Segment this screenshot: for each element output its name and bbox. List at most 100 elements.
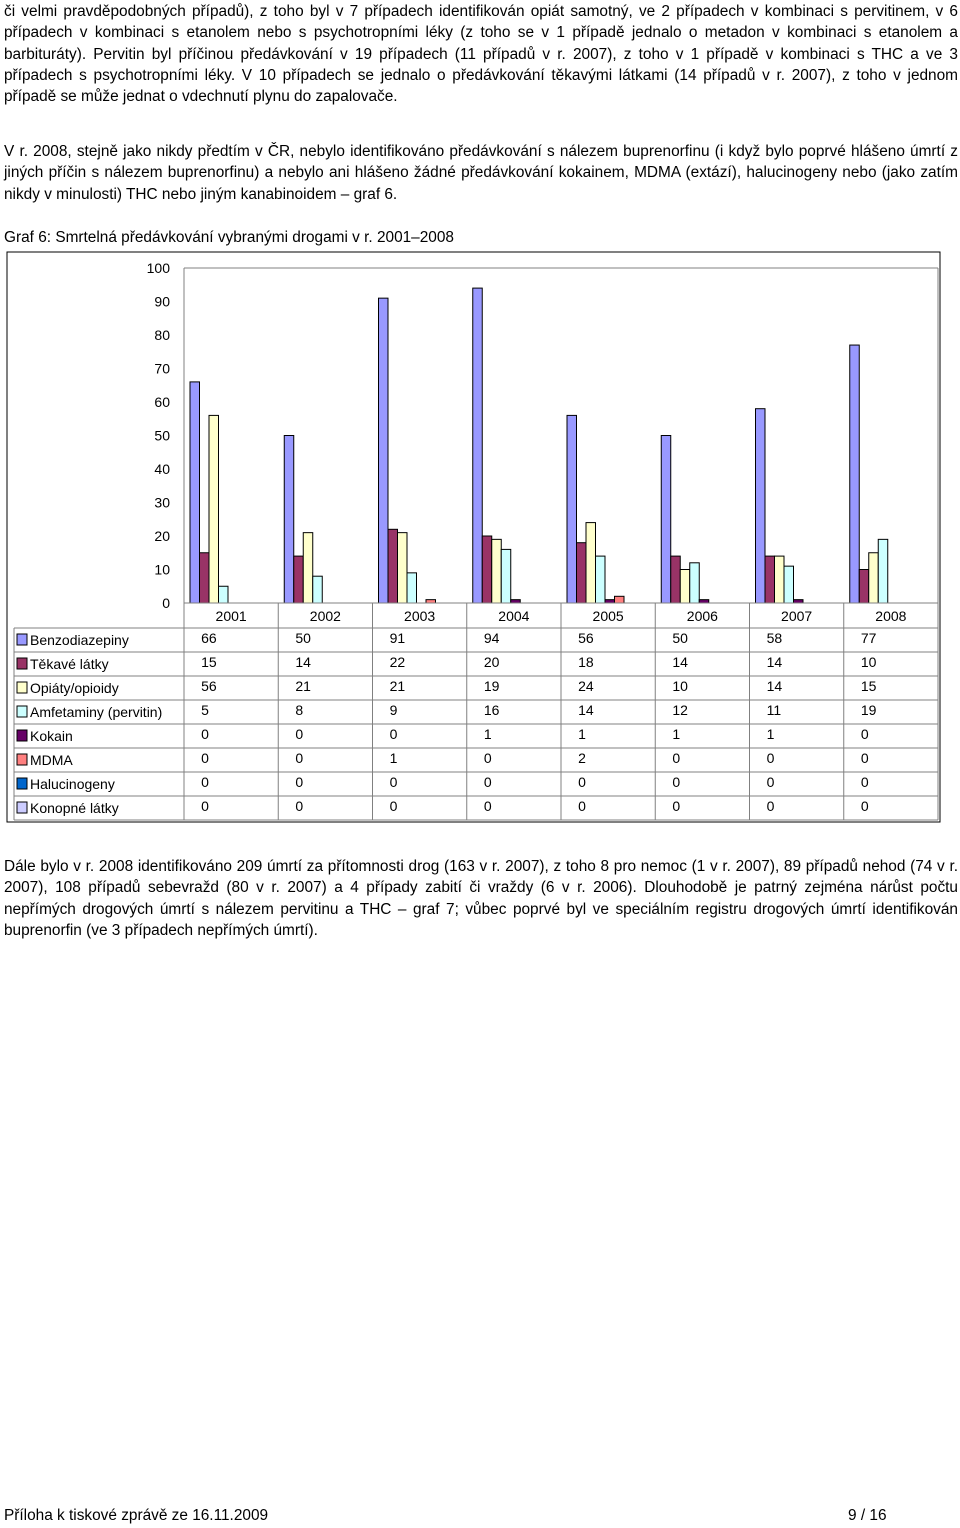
table-cell-value: 0 xyxy=(201,726,209,742)
y-tick-label: 40 xyxy=(154,461,170,477)
table-cell-value: 50 xyxy=(295,630,311,646)
table-cell-value: 16 xyxy=(484,702,500,718)
bar-opi-ty-opioidy-2006 xyxy=(679,569,691,604)
y-tick-label: 30 xyxy=(154,495,170,511)
table-cell-value: 66 xyxy=(201,630,217,646)
table-cell-value: 1 xyxy=(484,726,492,742)
table-cell-value: 15 xyxy=(201,654,217,670)
table-cell-value: 77 xyxy=(861,630,877,646)
table-cell-value: 0 xyxy=(295,798,303,814)
table-cell-value: 0 xyxy=(201,798,209,814)
table-cell-value: 1 xyxy=(390,750,398,766)
bar-kokain-2005 xyxy=(604,599,615,604)
table-cell-value: 22 xyxy=(390,654,406,670)
legend-label: Kokain xyxy=(30,728,73,744)
chart-data-table: 2001 2002 2003 2004 2005 2006 2007 2008Benzodia… xyxy=(13,602,939,821)
bar-amfetaminy-pervitin--2006 xyxy=(689,562,700,604)
table-cell-value: 0 xyxy=(295,774,303,790)
y-tick-label: 70 xyxy=(154,361,170,377)
y-tick-label: 90 xyxy=(154,294,170,310)
y-tick-label: 100 xyxy=(147,260,171,276)
bar-benzodiazepiny-2002 xyxy=(283,435,295,604)
bar-t-kav-l-tky-2003 xyxy=(387,528,398,604)
legend-label: Konopné látky xyxy=(30,800,119,816)
bar-opi-ty-opioidy-2007 xyxy=(774,555,785,604)
y-tick-label: 0 xyxy=(162,595,170,611)
table-cell-value: 0 xyxy=(578,798,586,814)
table-cell-value: 10 xyxy=(672,678,688,694)
table-cell-value: 11 xyxy=(767,702,782,718)
x-category-label: 2005 xyxy=(593,608,624,624)
bar-amfetaminy-pervitin--2005 xyxy=(595,555,606,604)
table-cell-value: 20 xyxy=(484,654,500,670)
bar-benzodiazepiny-2008 xyxy=(849,344,860,604)
legend-swatch xyxy=(16,705,28,718)
table-cell-value: 0 xyxy=(390,726,398,742)
table-cell-value: 0 xyxy=(201,750,209,766)
chart-frame xyxy=(6,251,941,823)
table-cell-value: 0 xyxy=(861,798,869,814)
table-cell-value: 56 xyxy=(201,678,217,694)
legend-label: Opiáty/opioidy xyxy=(30,680,119,696)
legend-swatch xyxy=(16,633,28,646)
table-cell-value: 0 xyxy=(484,798,492,814)
x-category-label: 2006 xyxy=(687,608,718,624)
table-cell-value: 1 xyxy=(767,726,775,742)
bar-t-kav-l-tky-2002 xyxy=(293,555,304,604)
table-cell-value: 56 xyxy=(578,630,594,646)
chart-y-axis: 0 10 20 30 40 50 60 70 80 90 100 xyxy=(147,260,171,611)
legend-label: Těkavé látky xyxy=(30,656,109,672)
table-cell-value: 0 xyxy=(767,774,775,790)
legend-label: Halucinogeny xyxy=(30,776,115,792)
bar-opi-ty-opioidy-2002 xyxy=(302,532,314,604)
chart-border xyxy=(6,251,941,823)
x-category-label: 2003 xyxy=(404,608,435,624)
table-cell-value: 0 xyxy=(767,798,775,814)
bar-benzodiazepiny-2001 xyxy=(189,381,200,604)
legend-label: Amfetaminy (pervitin) xyxy=(30,704,162,720)
table-cell-value: 58 xyxy=(767,630,783,646)
table-cell-value: 24 xyxy=(578,678,594,694)
table-cell-value: 94 xyxy=(484,630,500,646)
bar-benzodiazepiny-2003 xyxy=(378,297,389,604)
bar-amfetaminy-pervitin--2003 xyxy=(406,572,417,604)
y-tick-label: 80 xyxy=(154,327,170,343)
chart-caption: Graf 6: Smrtelná předávkování vybranými … xyxy=(4,229,454,246)
paragraph-2008-buprenorphine: V r. 2008, stejně jako nikdy předtím v Č… xyxy=(4,143,958,203)
bar-mdma-2005 xyxy=(614,595,625,604)
table-cell-value: 0 xyxy=(861,726,869,742)
bar-benzodiazepiny-2005 xyxy=(566,414,577,604)
table-cell-value: 91 xyxy=(390,630,406,646)
table-cell-value: 0 xyxy=(484,774,492,790)
table-cell-value: 10 xyxy=(861,654,877,670)
legend-swatch xyxy=(16,657,28,670)
chart-bars xyxy=(189,287,889,604)
table-cell-value: 14 xyxy=(295,654,311,670)
table-cell-value: 15 xyxy=(861,678,877,694)
table-cell-value: 0 xyxy=(672,750,680,766)
table-cell-value: 0 xyxy=(201,774,209,790)
table-cell-value: 14 xyxy=(578,702,594,718)
legend-swatch xyxy=(16,753,28,766)
table-cell-value: 9 xyxy=(390,702,398,718)
paragraph-drug-related-deaths: Dále bylo v r. 2008 identifikováno 209 ú… xyxy=(4,858,958,939)
bar-amfetaminy-pervitin--2002 xyxy=(312,575,323,604)
bar-kokain-2006 xyxy=(698,599,710,604)
x-category-label: 2002 xyxy=(310,608,341,624)
table-cell-value: 0 xyxy=(295,726,303,742)
table-cell-value: 0 xyxy=(672,798,680,814)
bar-t-kav-l-tky-2004 xyxy=(481,535,493,604)
y-tick-label: 20 xyxy=(154,528,170,544)
bar-amfetaminy-pervitin--2008 xyxy=(877,538,889,604)
table-cell-value: 19 xyxy=(484,678,500,694)
table-cell-value: 0 xyxy=(484,750,492,766)
table-cell-value: 8 xyxy=(295,702,303,718)
x-category-label: 2001 xyxy=(216,608,247,624)
bar-kokain-2004 xyxy=(510,599,521,604)
bar-amfetaminy-pervitin--2007 xyxy=(783,565,794,604)
bar-t-kav-l-tky-2001 xyxy=(199,552,210,604)
table-cell-value: 0 xyxy=(578,774,586,790)
bar-t-kav-l-tky-2006 xyxy=(670,555,681,604)
y-tick-label: 60 xyxy=(154,394,170,410)
bar-amfetaminy-pervitin--2001 xyxy=(218,585,229,604)
